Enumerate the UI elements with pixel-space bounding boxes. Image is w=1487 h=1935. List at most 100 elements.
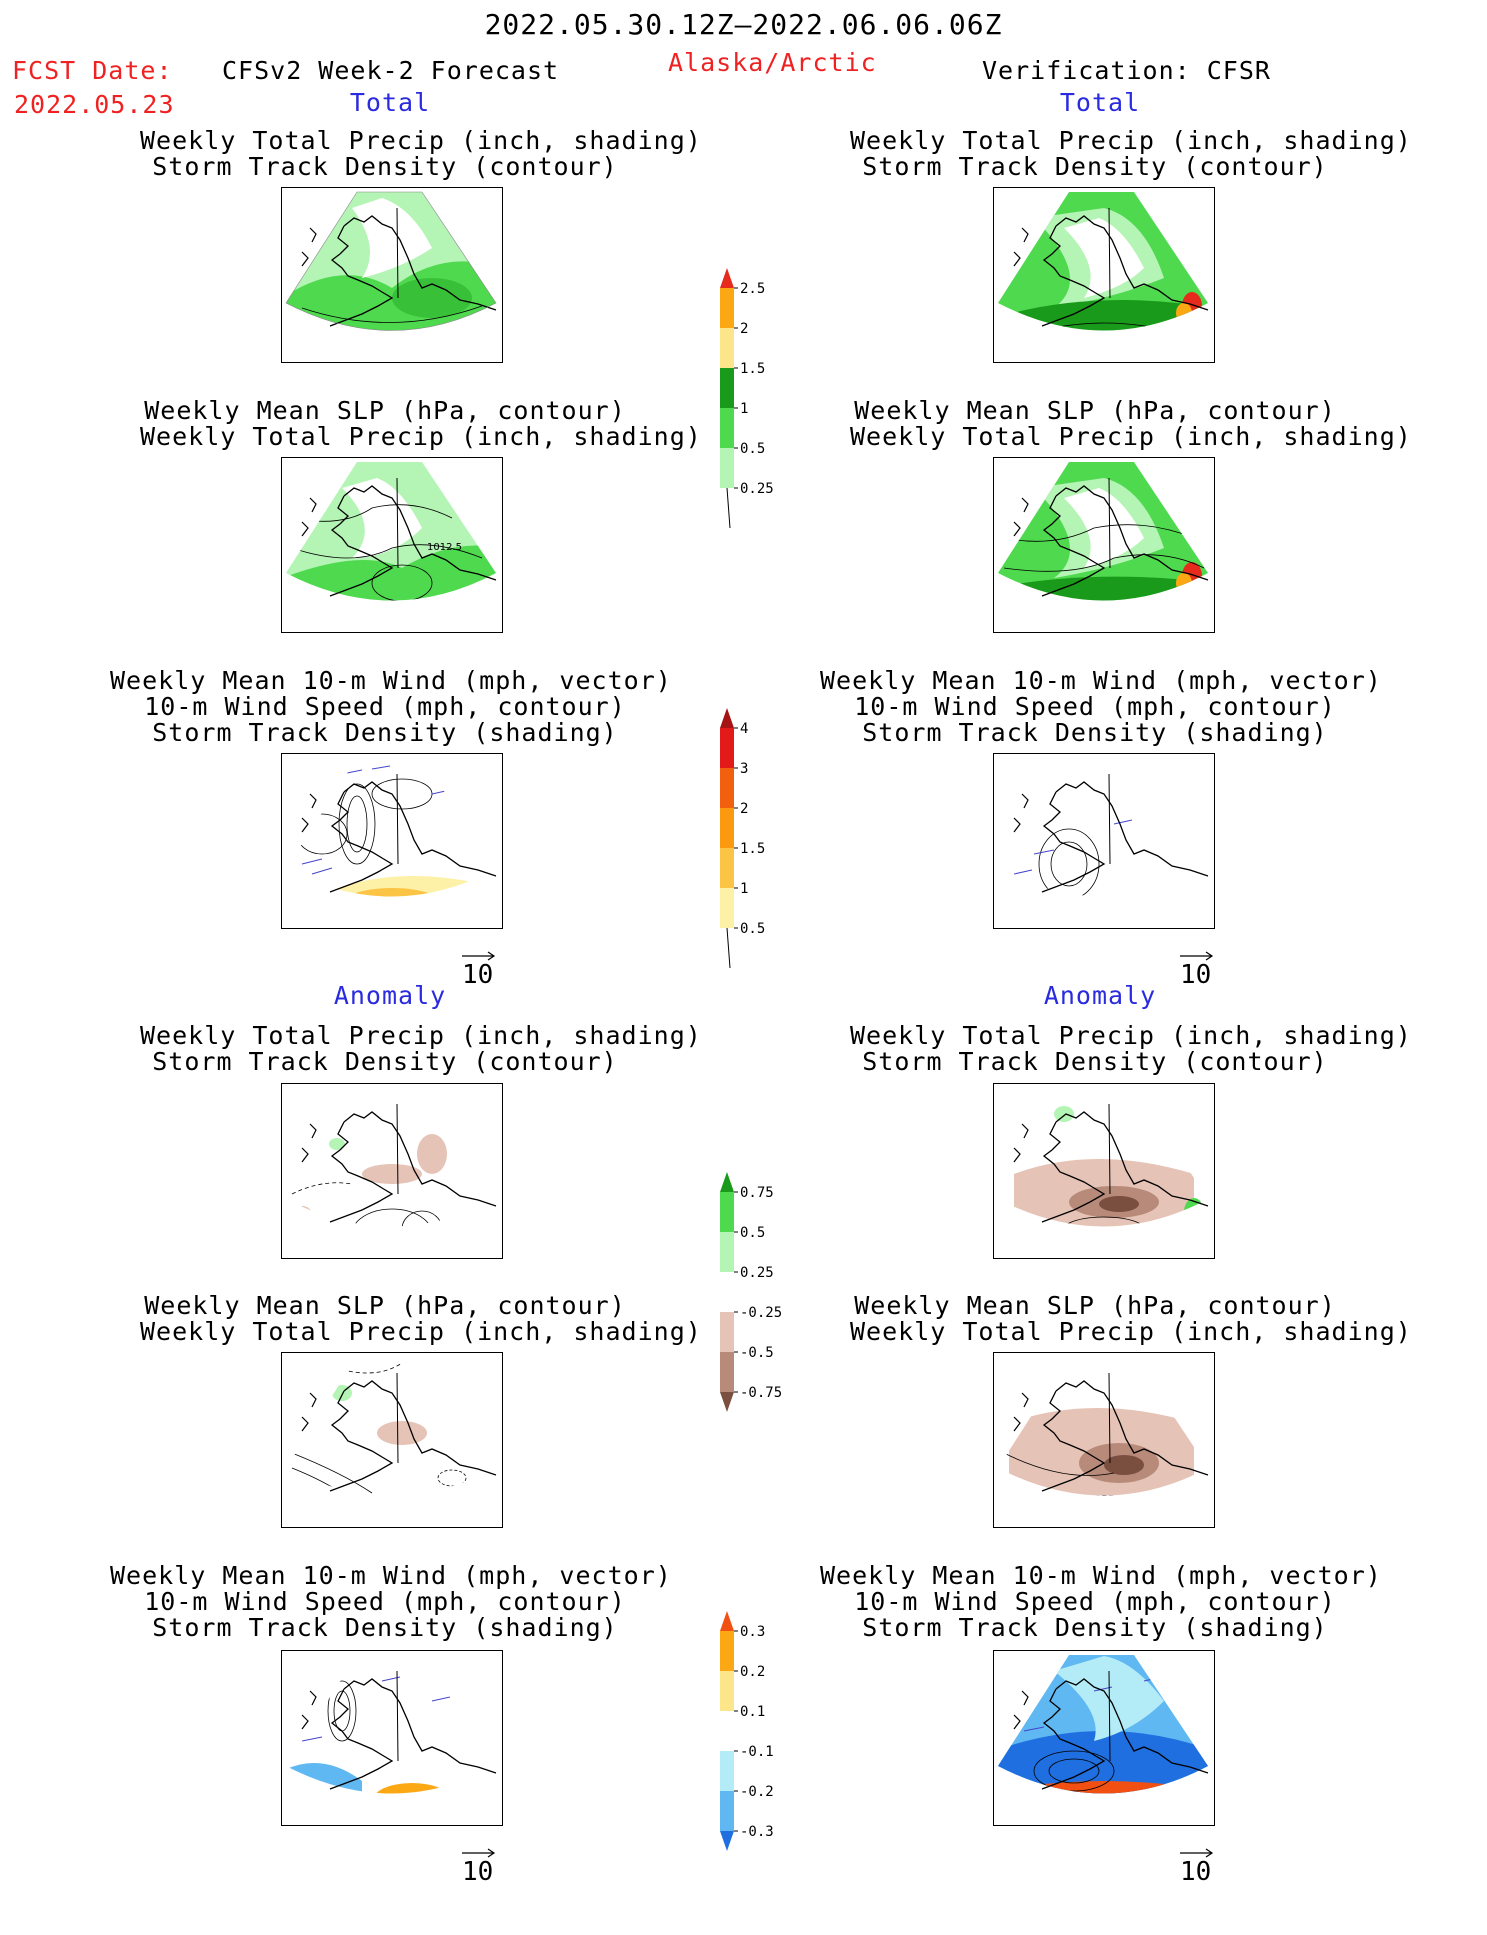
verification-label: Verification: CFSR xyxy=(982,56,1271,85)
colorbar-segment xyxy=(720,1192,734,1232)
colorbar-segment xyxy=(720,1711,734,1751)
map-verif-anom-slp xyxy=(993,1352,1215,1528)
colorbar-label: -0.1 xyxy=(740,1744,774,1760)
colorbar-label: 1.5 xyxy=(740,361,765,377)
colorbar-segment xyxy=(720,768,734,808)
colorbar-segment xyxy=(720,1352,734,1392)
title-fcst-anom-slp: Weekly Mean SLP (hPa, contour) Weekly Tot… xyxy=(140,1291,702,1346)
section-total-left: Total xyxy=(349,88,431,117)
colorbar-segment xyxy=(720,1791,734,1831)
region-label: Alaska/Arctic xyxy=(668,48,877,77)
colorbar-tail xyxy=(726,927,731,969)
colorbar-label: 0.25 xyxy=(740,1265,774,1281)
map-verif-anom-precip xyxy=(993,1083,1215,1259)
colorbar-segment xyxy=(720,1631,734,1671)
colorbar-segment xyxy=(720,1312,734,1352)
colorbar-label: -0.2 xyxy=(740,1784,774,1800)
map-fcst-anom-wind: 1 2 xyxy=(281,1650,503,1826)
colorbar-segment xyxy=(720,368,734,408)
colorbar-segment xyxy=(720,1232,734,1272)
storm-anom-label-2: 2 xyxy=(362,1793,370,1806)
colorbar-tip-bottom xyxy=(720,1392,734,1412)
colorbar-tail xyxy=(726,487,731,529)
colorbar-label: -0.75 xyxy=(740,1385,782,1401)
colorbar-label: 0.25 xyxy=(740,481,774,497)
map-verif-total-precip xyxy=(993,187,1215,363)
title-verif-anom-slp: Weekly Mean SLP (hPa, contour) Weekly Tot… xyxy=(850,1291,1412,1346)
colorbar-label: 0.2 xyxy=(740,1664,765,1680)
colorbar-segment xyxy=(720,448,734,488)
colorbar-label: 0.5 xyxy=(740,1225,765,1241)
colorbar-storm-total: 4 3 2 1.5 1 0.5 xyxy=(720,708,800,1017)
colorbar-label: -0.3 xyxy=(740,1824,774,1840)
colorbar-tip-top xyxy=(720,268,734,288)
map-fcst-total-slp: 1012.5 xyxy=(281,457,503,633)
map-fcst-total-wind xyxy=(281,753,503,929)
colorbar-label: 0.5 xyxy=(740,921,765,937)
colorbar-label: 0.75 xyxy=(740,1185,774,1201)
title-fcst-total-precip: Weekly Total Precip (inch, shading) Storm… xyxy=(140,126,702,181)
section-anomaly-left: Anomaly xyxy=(333,981,447,1010)
colorbar-label: 0.1 xyxy=(740,1704,765,1720)
vector-scale-arrow xyxy=(1180,951,1214,961)
colorbar-label: 2 xyxy=(740,321,748,337)
title-verif-total-wind: Weekly Mean 10-m Wind (mph, vector) 10-m … xyxy=(820,666,1382,747)
colorbar-segment xyxy=(720,1751,734,1791)
colorbar-segment xyxy=(720,1671,734,1711)
colorbar-tip-top xyxy=(720,1611,734,1631)
title-verif-anom-precip: Weekly Total Precip (inch, shading) Storm… xyxy=(850,1021,1412,1076)
title-fcst-anom-wind: Weekly Mean 10-m Wind (mph, vector) 10-m … xyxy=(110,1561,672,1642)
colorbar-precip-anom: 0.75 0.5 0.25 -0.25 -0.5 -0.75 xyxy=(720,1172,800,1496)
title-fcst-anom-precip: Weekly Total Precip (inch, shading) Storm… xyxy=(140,1021,702,1076)
vector-scale-arrow xyxy=(462,951,496,961)
colorbar-segment xyxy=(720,408,734,448)
colorbar-tip-bottom xyxy=(720,1831,734,1851)
colorbar-segment xyxy=(720,888,734,928)
colorbar-segment xyxy=(720,728,734,768)
colorbar-label: 2.5 xyxy=(740,281,765,297)
colorbar-label: -0.5 xyxy=(740,1345,774,1361)
map-fcst-total-precip xyxy=(281,187,503,363)
title-verif-total-slp: Weekly Mean SLP (hPa, contour) Weekly Tot… xyxy=(850,396,1412,451)
colorbar-label: 3 xyxy=(740,761,748,777)
colorbar-label: 1 xyxy=(740,881,748,897)
colorbar-tip-top xyxy=(720,1172,734,1192)
map-fcst-anom-slp xyxy=(281,1352,503,1528)
vector-scale-arrow xyxy=(462,1848,496,1858)
fcst-date-value: 2022.05.23 xyxy=(14,90,175,119)
vector-scale-arrow xyxy=(1180,1848,1214,1858)
map-verif-total-slp xyxy=(993,457,1215,633)
colorbar-label: 0.5 xyxy=(740,441,765,457)
fcst-date-label: FCST Date: xyxy=(12,56,173,85)
title-verif-total-precip: Weekly Total Precip (inch, shading) Storm… xyxy=(850,126,1412,181)
colorbar-segment xyxy=(720,808,734,848)
colorbar-label: 1 xyxy=(740,401,748,417)
vector-scale-label: 10 xyxy=(462,960,494,990)
vector-scale-label: 10 xyxy=(462,1857,494,1887)
forecast-label: CFSv2 Week-2 Forecast xyxy=(222,56,560,85)
section-total-right: Total xyxy=(1059,88,1141,117)
colorbar-label: 0.3 xyxy=(740,1624,765,1640)
colorbar-storm-anom: 0.3 0.2 0.1 -0.1 -0.2 -0.3 xyxy=(720,1611,800,1935)
colorbar-label: 1.5 xyxy=(740,841,765,857)
colorbar-segment xyxy=(720,1272,734,1312)
map-verif-anom-wind xyxy=(993,1650,1215,1826)
colorbar-segment xyxy=(720,848,734,888)
colorbar-label: 4 xyxy=(740,721,748,737)
colorbar-tip-top xyxy=(720,708,734,728)
section-anomaly-right: Anomaly xyxy=(1043,981,1157,1010)
map-verif-total-wind xyxy=(993,753,1215,929)
slp-contour-label: 1012.5 xyxy=(427,542,462,553)
colorbar-segment xyxy=(720,288,734,328)
date-range-title: 2022.05.30.12Z–2022.06.06.06Z xyxy=(484,8,1003,41)
vector-scale-label: 10 xyxy=(1180,960,1212,990)
colorbar-label: -0.25 xyxy=(740,1305,782,1321)
colorbar-precip-total: 2.5 2 1.5 1 0.5 0.25 xyxy=(720,268,800,577)
colorbar-label: 2 xyxy=(740,801,748,817)
vector-scale-label: 10 xyxy=(1180,1857,1212,1887)
title-verif-anom-wind: Weekly Mean 10-m Wind (mph, vector) 10-m … xyxy=(820,1561,1382,1642)
title-fcst-total-slp: Weekly Mean SLP (hPa, contour) Weekly Tot… xyxy=(140,396,702,451)
title-fcst-total-wind: Weekly Mean 10-m Wind (mph, vector) 10-m … xyxy=(110,666,672,747)
map-fcst-anom-precip xyxy=(281,1083,503,1259)
colorbar-segment xyxy=(720,328,734,368)
